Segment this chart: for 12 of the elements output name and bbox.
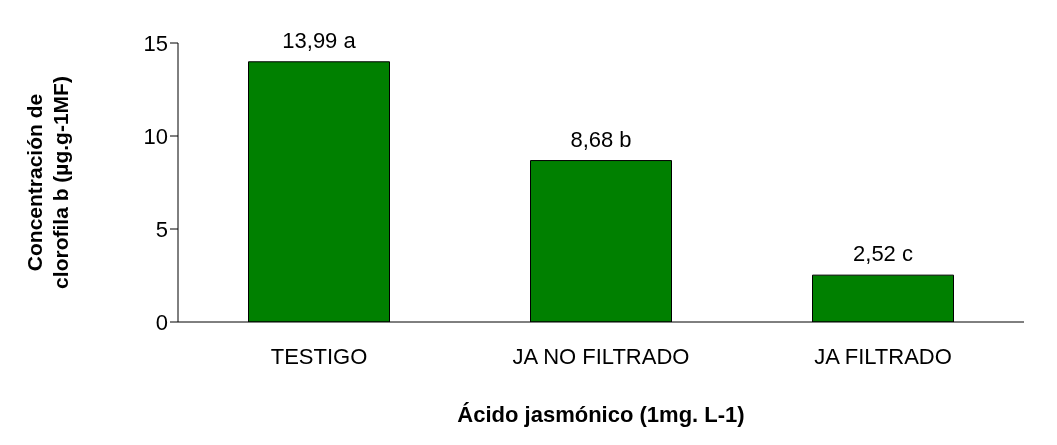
x-tick-label: JA FILTRADO [814,343,952,369]
data-label: 13,99 a [282,27,357,53]
y-tick-label: 5 [155,216,168,242]
data-label: 2,52 c [853,241,913,267]
x-tick-label: JA NO FILTRADO [512,343,690,369]
y-axis-title: Concentración de clorofila b (µg.g-1MF) [23,76,72,289]
y-tick-label: 0 [155,309,168,335]
x-tick-label: TESTIGO [270,343,368,369]
data-label: 8,68 b [570,126,632,152]
y-tick-label: 15 [143,30,168,56]
y-tick-label: 10 [143,123,168,149]
x-axis-title: Ácido jasmónico (1mg. L-1) [457,402,745,427]
